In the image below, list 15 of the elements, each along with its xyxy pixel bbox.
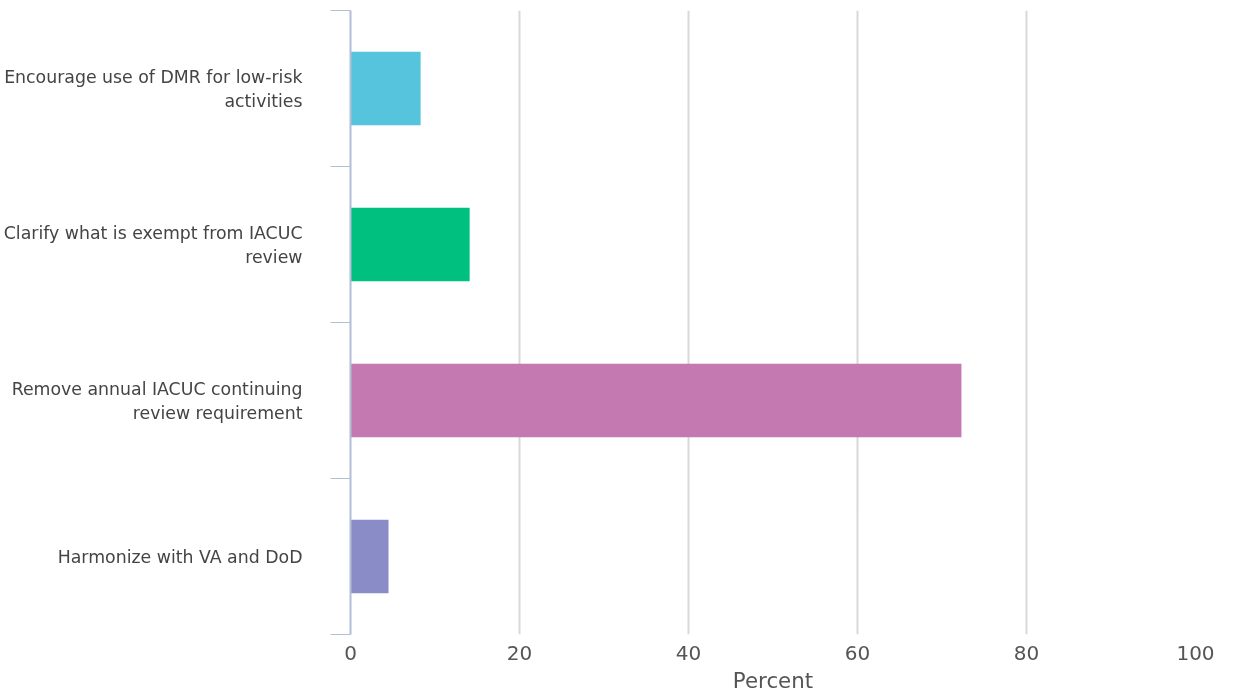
y-tick-label: Encourage use of DMR for low-risk activities bbox=[4, 66, 303, 111]
y-tick-label: Clarify what is exempt from IACUC review bbox=[3, 222, 303, 267]
x-axis-title: Percent bbox=[732, 667, 814, 693]
x-tick-label: 0 bbox=[344, 640, 357, 665]
bar bbox=[350, 363, 962, 438]
x-tick-label: 40 bbox=[675, 640, 702, 665]
y-tick-label: Harmonize with VA and DoD bbox=[57, 546, 303, 567]
bar bbox=[350, 519, 389, 594]
x-tick-label: 80 bbox=[1013, 640, 1040, 665]
x-tick-label: 100 bbox=[1176, 640, 1215, 665]
bar bbox=[350, 207, 470, 282]
x-tick-label: 60 bbox=[844, 640, 871, 665]
y-tick-label: Remove annual IACUC continuing review requirement bbox=[11, 378, 303, 423]
bar bbox=[350, 51, 421, 126]
x-tick-label: 20 bbox=[506, 640, 533, 665]
